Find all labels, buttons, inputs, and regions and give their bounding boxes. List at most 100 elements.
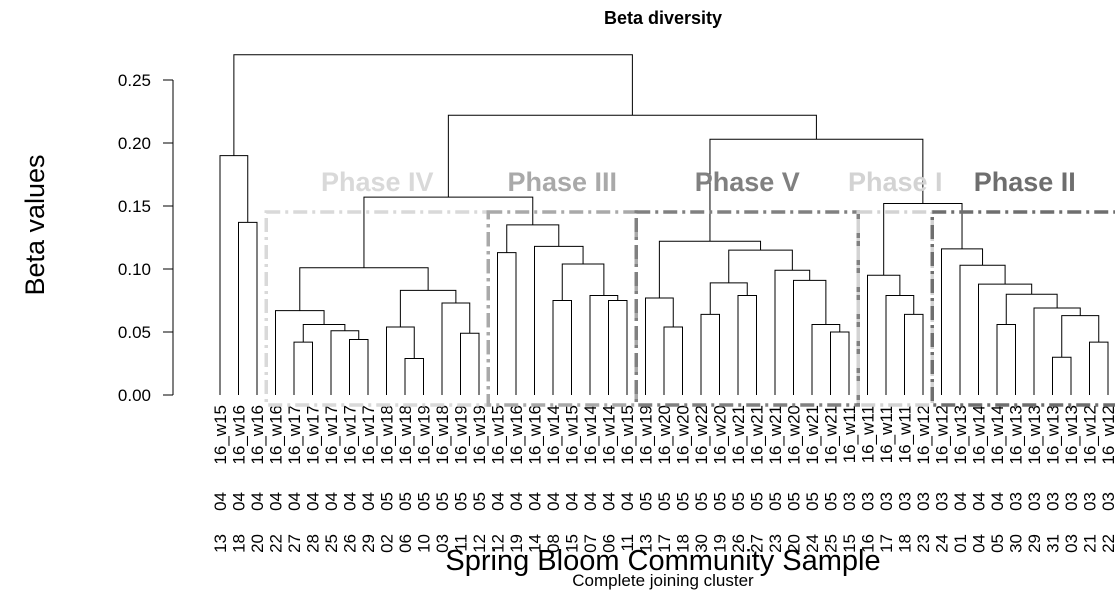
leaf-label: 14	[526, 534, 545, 553]
leaf-label: 16_w15	[563, 405, 582, 465]
leaf-label: 07	[581, 534, 600, 553]
leaf-label: 16_w13	[1062, 405, 1081, 465]
y-tick-label: 0.05	[118, 323, 151, 342]
leaf-label: 11	[618, 534, 637, 552]
leaf-label: 16_w12	[914, 405, 933, 465]
leaf-label: 03	[859, 492, 878, 511]
leaf-label: 16_w14	[988, 405, 1007, 465]
leaf-label: 13	[637, 534, 656, 553]
leaf-label: 16_w16	[267, 405, 286, 465]
leaf-label: 15	[563, 534, 582, 553]
leaf-label: 16_w16	[230, 405, 249, 465]
dendrogram-link	[774, 269, 811, 395]
dendrogram-link	[330, 330, 360, 395]
leaf-label: 05	[822, 492, 841, 511]
leaf-label: 04	[970, 534, 989, 553]
leaf-label: 16_w12	[1099, 405, 1115, 465]
leaf-label: 18	[674, 534, 693, 553]
leaf-label: 05	[655, 492, 674, 511]
dendrogram-link	[608, 300, 628, 395]
leaf-label: 10	[415, 534, 434, 553]
dendrogram-link	[959, 264, 1006, 395]
phase-label: Phase I	[848, 167, 943, 197]
leaf-label: 04	[322, 492, 341, 511]
dendrogram-link	[460, 332, 480, 395]
leaf-label: 03	[914, 492, 933, 511]
dendrogram-link	[534, 245, 584, 395]
leaf-label: 16_w14	[600, 405, 619, 465]
leaf-label: 24	[933, 534, 952, 553]
x-axis-label: Spring Bloom Community Sample	[445, 545, 880, 577]
dendrogram-link	[811, 323, 841, 395]
leaf-label: 16_w19	[415, 405, 434, 465]
leaf-label: 16_w11	[859, 405, 878, 463]
dendrogram-link	[1005, 293, 1058, 325]
leaf-label: 16_w20	[674, 405, 693, 465]
leaf-label: 03	[1062, 534, 1081, 553]
leaf-label: 03	[840, 492, 859, 511]
leaf-label: 05	[396, 492, 415, 511]
leaf-label: 04	[544, 492, 563, 511]
leaf-label: 16_w20	[711, 405, 730, 465]
y-tick-label: 0.20	[118, 134, 151, 153]
leaf-label: 16_w11	[896, 405, 915, 463]
leaf-label: 16_w14	[544, 405, 563, 465]
dendrogram-link	[728, 249, 793, 283]
leaf-label: 30	[1007, 534, 1026, 553]
phase-label: Phase III	[507, 167, 617, 197]
leaf-label: 18	[896, 534, 915, 553]
leaf-label: 18	[230, 534, 249, 553]
leaf-label: 16_w16	[248, 405, 267, 465]
dendrogram-link	[1033, 307, 1081, 395]
leaf-label: 05	[637, 492, 656, 511]
dendrogram-link	[996, 323, 1016, 395]
dendrogram-link	[233, 54, 633, 156]
dendrogram-link	[552, 300, 572, 395]
dendrogram-link	[645, 297, 674, 395]
leaf-label: 16_w18	[433, 405, 452, 465]
leaf-label: 31	[1044, 534, 1063, 553]
leaf-label: 16_w22	[692, 405, 711, 465]
leaf-label: 05	[674, 492, 693, 511]
leaf-label: 04	[600, 492, 619, 511]
leaf-label: 16_w16	[526, 405, 545, 465]
leaf-label: 11	[452, 534, 471, 552]
leaf-label: 04	[489, 492, 508, 511]
dendrogram-link	[867, 274, 901, 395]
dendrogram-link	[386, 326, 415, 395]
leaf-label: 13	[211, 534, 230, 553]
leaf-label: 04	[304, 492, 323, 511]
leaf-label: 03	[1062, 492, 1081, 511]
chart-title: Beta diversity	[604, 8, 722, 28]
leaf-label: 03	[1081, 492, 1100, 511]
leaf-label: 27	[748, 534, 767, 553]
leaf-label: 04	[230, 492, 249, 511]
leaf-label: 05	[803, 492, 822, 511]
phase-label: Phase IV	[321, 167, 434, 197]
y-tick-label: 0.00	[118, 386, 151, 405]
phase-box	[264, 210, 490, 407]
leaf-label: 05	[711, 492, 730, 511]
dendrogram-link	[830, 331, 850, 395]
leaf-label: 16_w20	[655, 405, 674, 465]
leaf-label: 16_w19	[470, 405, 489, 465]
leaf-label: 16_w13	[1044, 405, 1063, 465]
y-tick-label: 0.10	[118, 260, 151, 279]
dendrogram-link	[978, 283, 1033, 395]
leaf-label: 16_w17	[285, 405, 304, 465]
leaf-label: 16_w17	[359, 405, 378, 465]
leaf-label: 17	[877, 534, 896, 553]
leaf-label: 22	[267, 534, 286, 553]
leaf-label: 05	[785, 492, 804, 511]
leaf-label: 19	[507, 534, 526, 553]
leaf-label: 03	[877, 492, 896, 511]
leaf-label: 19	[711, 534, 730, 553]
leaf-label: 16_w21	[822, 405, 841, 465]
dendrogram-link	[589, 294, 619, 395]
dendrogram-link	[1061, 315, 1100, 358]
leaf-label: 26	[729, 534, 748, 553]
dendrogram-link	[275, 310, 325, 395]
leaf-label: 03	[1099, 492, 1115, 511]
leaf-label: 04	[507, 492, 526, 511]
leaf-label: 06	[396, 534, 415, 553]
